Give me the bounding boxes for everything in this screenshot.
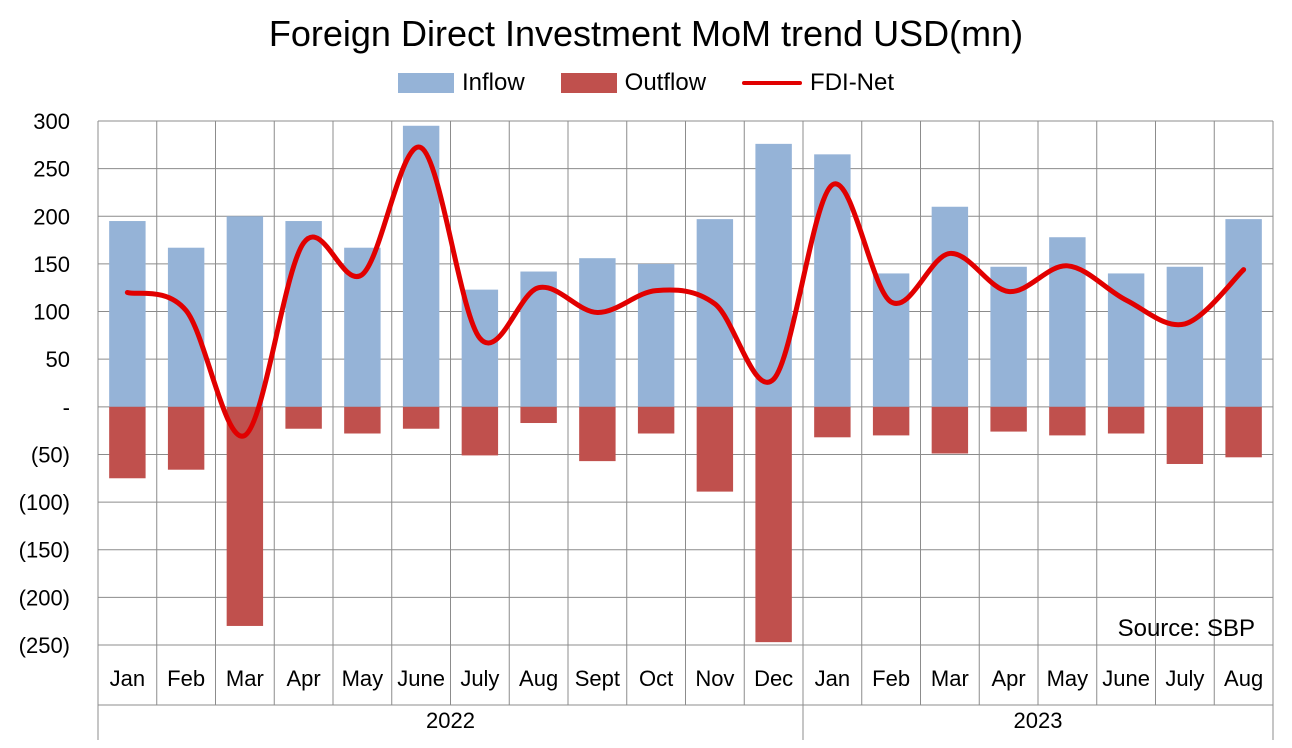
bar-inflow <box>637 263 675 407</box>
year-label: 2022 <box>426 708 475 733</box>
bar-inflow <box>696 219 734 407</box>
year-label: 2023 <box>1014 708 1063 733</box>
legend-item-fdi-net: FDI-Net <box>742 69 894 97</box>
y-tick-label: (150) <box>19 538 70 563</box>
legend-item-outflow: Outflow <box>560 69 707 97</box>
bar-outflow <box>872 406 910 436</box>
x-tick-label: Oct <box>639 666 673 691</box>
x-tick-label: July <box>1165 666 1204 691</box>
bar-outflow <box>579 406 616 462</box>
x-tick-label: Sept <box>575 666 620 691</box>
bar-outflow <box>1049 406 1086 436</box>
bar-outflow <box>285 406 322 429</box>
bar-inflow <box>1225 219 1262 407</box>
bar-inflow <box>872 273 910 407</box>
bar-inflow <box>167 247 205 407</box>
y-tick-label: 200 <box>33 204 70 229</box>
x-tick-label: Nov <box>695 666 734 691</box>
line-layer <box>124 144 1247 439</box>
x-tick-label: Jan <box>815 666 850 691</box>
bar-outflow <box>637 406 675 434</box>
legend-label-outflow: Outflow <box>624 69 707 96</box>
bar-outflow <box>1166 406 1204 464</box>
bar-outflow <box>814 406 851 438</box>
legend-label-fdi-net: FDI-Net <box>810 69 895 96</box>
source-annotation: Source: SBP <box>1118 615 1255 642</box>
y-tick-label: (50) <box>31 442 70 467</box>
bar-inflow <box>285 221 322 407</box>
bar-outflow <box>931 406 969 454</box>
x-tick-label: Dec <box>754 666 793 691</box>
y-tick-label: (250) <box>19 633 70 658</box>
y-tick-label: 150 <box>33 252 70 277</box>
x-tick-label: June <box>397 666 445 691</box>
legend-line-fdi-net <box>742 81 803 85</box>
y-tick-label: 300 <box>33 109 70 134</box>
legend: Inflow Outflow FDI-Net <box>0 66 1292 100</box>
legend-swatch-inflow <box>397 73 454 93</box>
x-tick-label: July <box>460 666 499 691</box>
x-tick-label: Mar <box>931 666 969 691</box>
bar-outflow <box>109 406 146 479</box>
bars-layer <box>109 125 1262 643</box>
x-tick-label: June <box>1102 666 1150 691</box>
y-tick-label: (100) <box>19 490 70 515</box>
x-tick-label: Jan <box>110 666 145 691</box>
label-layer: 300 250 200 150 100 50 - (50) (100) (150) (200) (25… <box>19 109 1264 733</box>
y-tick-label: 50 <box>46 347 70 372</box>
bar-outflow <box>755 406 792 643</box>
x-tick-label: Apr <box>287 666 321 691</box>
bar-inflow <box>1166 266 1204 407</box>
chart-title: Foreign Direct Investment MoM trend USD(… <box>268 13 1024 54</box>
bar-outflow <box>696 406 734 492</box>
x-tick-label: May <box>342 666 384 691</box>
bar-inflow <box>226 216 264 407</box>
legend-label-inflow: Inflow <box>461 69 525 96</box>
x-tick-label: Aug <box>1224 666 1263 691</box>
legend-swatch-outflow <box>560 73 617 93</box>
bar-outflow <box>226 406 264 626</box>
bar-outflow <box>402 406 440 429</box>
bar-outflow <box>461 406 499 456</box>
bar-inflow <box>755 143 792 407</box>
bar-inflow <box>931 206 969 407</box>
x-tick-label: Aug <box>519 666 558 691</box>
y-tick-label: 250 <box>33 157 70 182</box>
x-tick-label: Feb <box>167 666 205 691</box>
y-tick-label: (200) <box>19 585 70 610</box>
bar-inflow <box>1107 273 1145 407</box>
x-tick-label: May <box>1047 666 1089 691</box>
bar-outflow <box>344 406 381 434</box>
bar-outflow <box>1225 406 1262 458</box>
bar-outflow <box>990 406 1027 432</box>
bar-inflow <box>520 271 557 407</box>
x-tick-label: Feb <box>872 666 910 691</box>
legend-item-inflow: Inflow <box>397 69 525 97</box>
bar-inflow <box>1049 237 1086 407</box>
bar-inflow <box>109 221 146 407</box>
bar-inflow <box>579 258 616 407</box>
y-tick-label: - <box>63 395 70 420</box>
x-tick-label: Mar <box>226 666 264 691</box>
grid-layer <box>97 120 1274 646</box>
bar-outflow <box>520 406 557 424</box>
x-tick-label: Apr <box>992 666 1026 691</box>
axis-layer <box>97 121 1274 740</box>
bar-outflow <box>1107 406 1145 434</box>
bar-outflow <box>167 406 205 470</box>
y-tick-label: 100 <box>33 300 70 325</box>
